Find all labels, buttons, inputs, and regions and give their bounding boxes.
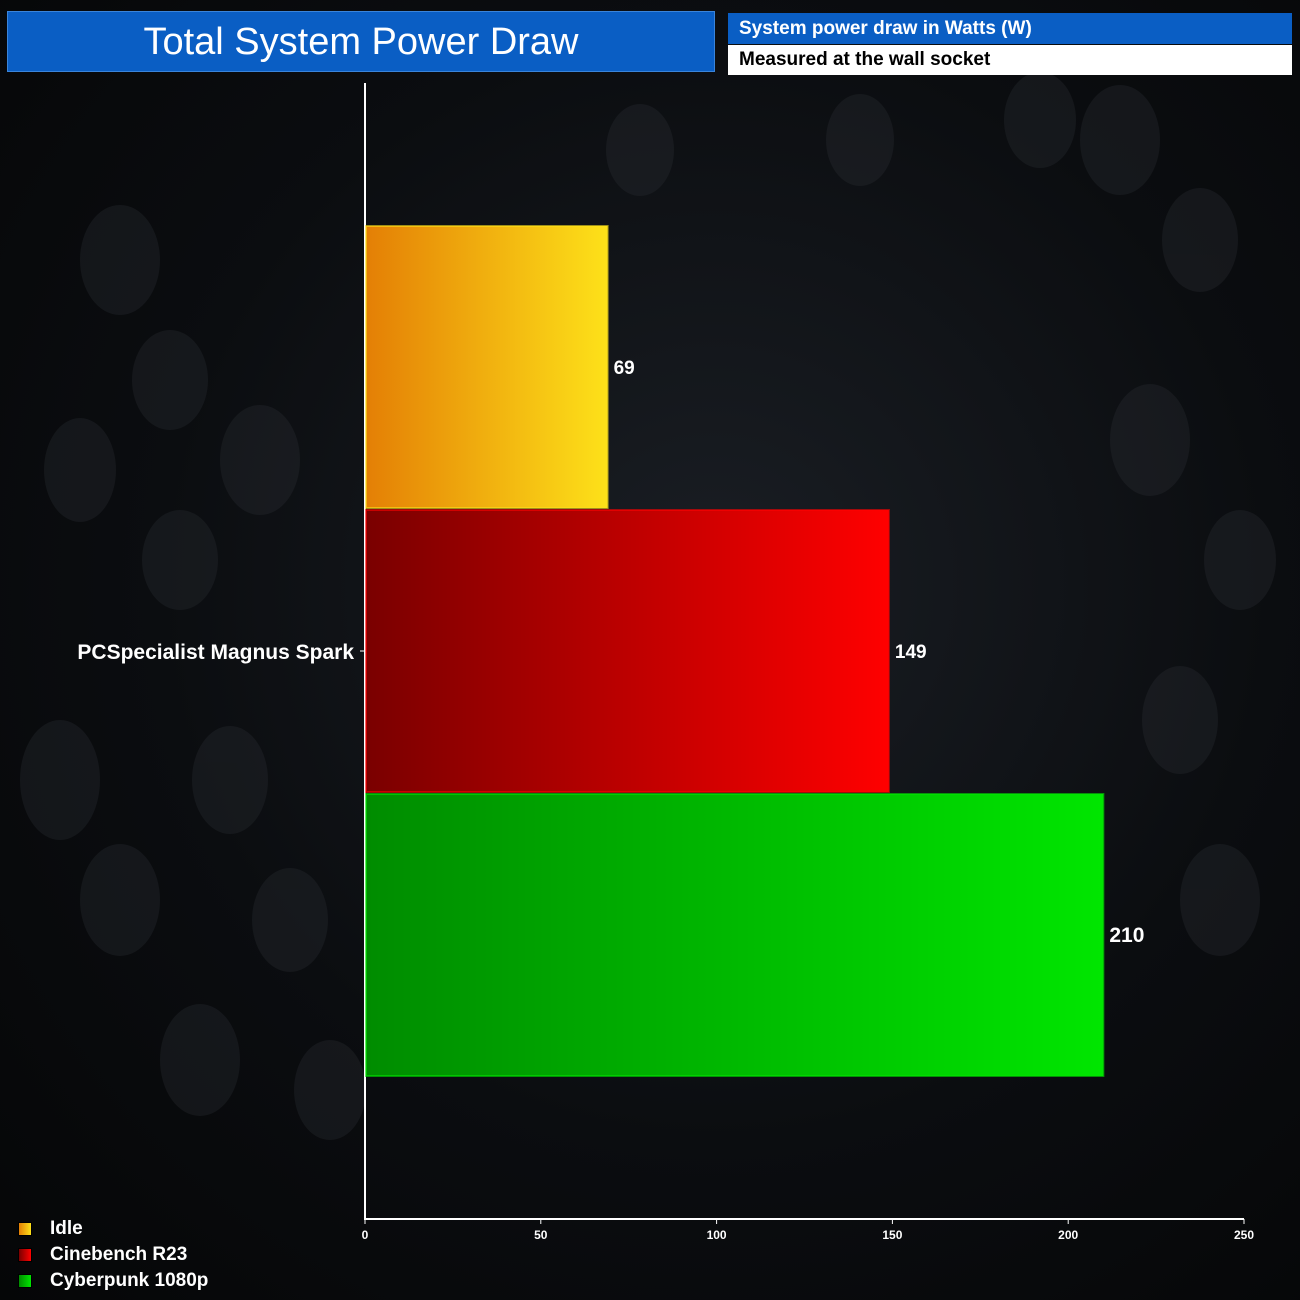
x-tick-label: 0 <box>362 1228 369 1242</box>
category-label: PCSpecialist Magnus Spark <box>77 641 354 664</box>
bar-cinebench-r23 <box>365 509 890 793</box>
legend: Idle Cinebench R23 Cyberpunk 1080p <box>18 1216 208 1294</box>
x-tick-label: 50 <box>534 1228 548 1242</box>
legend-item-idle: Idle <box>18 1216 208 1242</box>
legend-label-cyberpunk: Cyberpunk 1080p <box>50 1270 209 1291</box>
legend-item-cyberpunk: Cyberpunk 1080p <box>18 1268 208 1294</box>
legend-swatch-idle <box>18 1222 32 1236</box>
x-tick-label: 100 <box>707 1228 727 1242</box>
bar-idle <box>365 225 609 509</box>
chart-subtitle: System power draw in Watts (W) <box>728 13 1292 44</box>
x-tick-label: 250 <box>1234 1228 1254 1242</box>
data-label-cinebench-r23: 149 <box>895 642 927 663</box>
data-label-idle: 69 <box>614 358 635 379</box>
data-label-cyberpunk-1080p: 210 <box>1109 924 1144 947</box>
legend-label-idle: Idle <box>50 1218 83 1239</box>
chart-title: Total System Power Draw <box>7 11 715 72</box>
x-tick-label: 150 <box>882 1228 902 1242</box>
legend-label-cinebench: Cinebench R23 <box>50 1244 188 1265</box>
legend-swatch-cinebench <box>18 1248 32 1262</box>
bar-cyberpunk-1080p <box>365 793 1105 1077</box>
chart-note: Measured at the wall socket <box>728 45 1292 75</box>
legend-swatch-cyberpunk <box>18 1274 32 1288</box>
x-tick-label: 200 <box>1058 1228 1078 1242</box>
legend-item-cinebench: Cinebench R23 <box>18 1242 208 1268</box>
